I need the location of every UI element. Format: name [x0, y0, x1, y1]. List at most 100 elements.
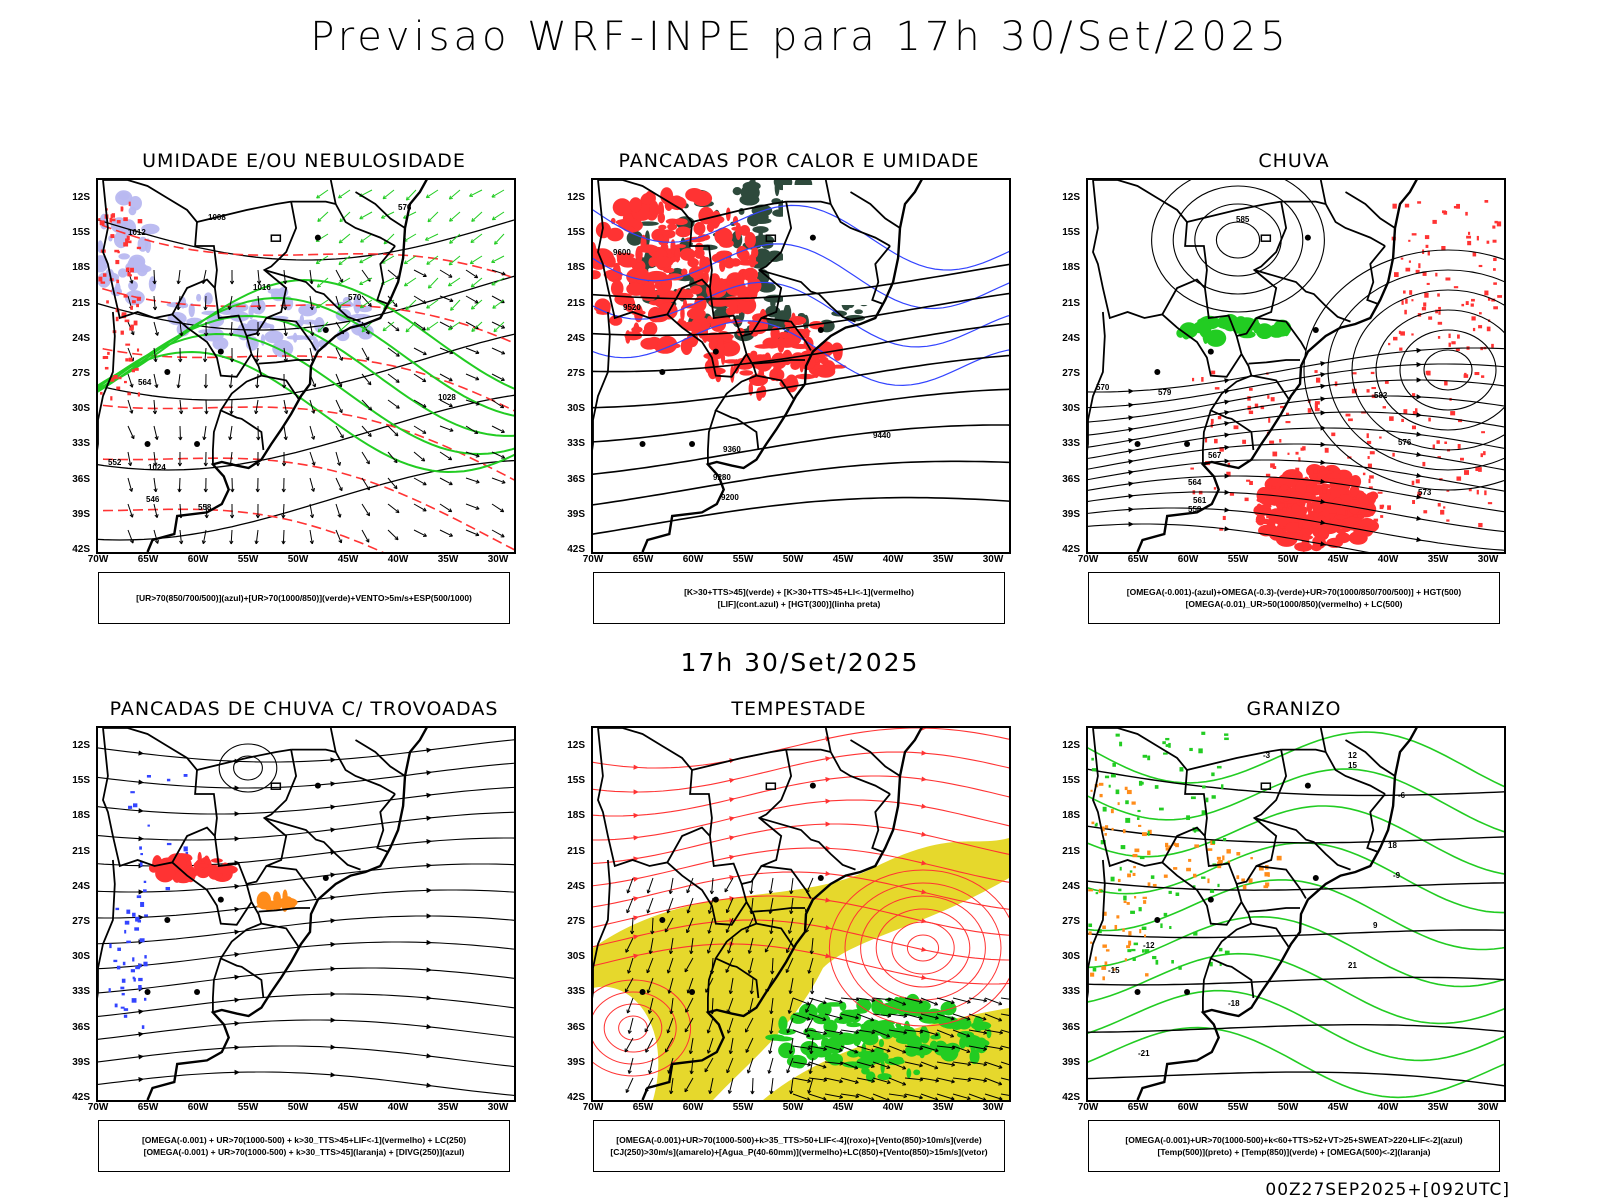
lon-tick-label: 30W — [982, 554, 1004, 565]
lat-tick-label: 27S — [1062, 916, 1080, 927]
lon-tick-label: 60W — [1177, 1102, 1199, 1113]
lon-tick-label: 45W — [1327, 1102, 1349, 1113]
lat-tick-label: 27S — [1062, 368, 1080, 379]
lat-tick-label: 24S — [72, 332, 90, 344]
lat-tick-label: 15S — [567, 775, 585, 787]
lat-tick-label: 18S — [567, 262, 585, 274]
lon-tick-label: 55W — [1227, 554, 1249, 565]
legend-line: [LIF](cont.azul) + [HGT(300)](linha pret… — [717, 599, 881, 609]
lat-tick-label: 12S — [1062, 740, 1080, 751]
map-panel-4: PANCADAS DE CHUVA C/ TROVOADAS 12S 15S 18S 2… — [56, 698, 552, 1198]
lat-tick-label: 15S — [567, 227, 585, 239]
legend-box: [OMEGA(-0.001)+UR>70(1000-500)+k<60+TTS>… — [1088, 1120, 1500, 1172]
lon-tick-label: 40W — [387, 554, 409, 565]
lon-tick-label: 65W — [1127, 554, 1149, 565]
contour-label: 15 — [1348, 761, 1357, 770]
lat-tick-label: 33S — [72, 438, 90, 450]
contour-label: 558 — [198, 503, 212, 512]
lat-tick-label: 21S — [1062, 845, 1080, 857]
lat-tick-label: 39S — [567, 1056, 585, 1068]
lat-tick-label: 27S — [72, 368, 90, 379]
lat-tick-label: 36S — [72, 473, 90, 485]
map-area: 1008101210161020102410285705765645525465… — [96, 178, 516, 554]
lon-tick-label: 55W — [732, 1102, 754, 1113]
panel-title: UMIDADE E/OU NEBULOSIDADE — [142, 150, 466, 172]
panel-title: TEMPESTADE — [731, 698, 867, 720]
lat-tick-label: 18S — [72, 810, 90, 822]
lon-tick-label: 50W — [1277, 554, 1299, 565]
legend-box: [UR>70(850/700/500)](azul)+[UR>70(1000/8… — [98, 572, 510, 624]
lat-tick-label: 39S — [72, 508, 90, 520]
lat-tick-label: 12S — [567, 740, 585, 751]
lon-tick-label: 65W — [632, 1102, 654, 1113]
legend-line: [OMEGA(-0.01)_UR>50(1000/850)(vermelho) … — [1185, 599, 1403, 609]
contour-label: 546 — [146, 495, 160, 504]
map-panel-1: UMIDADE E/OU NEBULOSIDADE 1008 1012 1016 102… — [56, 150, 552, 650]
contour-label: 576 — [398, 203, 412, 212]
panel-title: PANCADAS DE CHUVA C/ TROVOADAS — [109, 698, 499, 720]
lon-tick-label: 35W — [932, 1102, 954, 1113]
contour-label: 552 — [108, 458, 122, 467]
lon-tick-label: 60W — [187, 554, 209, 565]
contour-label: 585 — [1236, 215, 1250, 224]
lat-tick-label: 42S — [567, 544, 585, 555]
contour-label: -15 — [1108, 966, 1120, 975]
run-id: 00Z27SEP2025+[092UTC] — [1265, 1180, 1510, 1200]
legend-line: [OMEGA(-0.001)-(azul)+OMEGA(-0.3)-(verde… — [1126, 587, 1462, 597]
contour-label: 1012 — [128, 228, 146, 237]
lon-tick-label: 40W — [1377, 1102, 1399, 1113]
lat-tick-label: 12S — [72, 740, 90, 751]
main-title: Previsao WRF-INPE para 17h 30/Set/2025 — [310, 14, 1290, 60]
map-svg: 9600 9520 9440 9360 9280 9200 — [593, 180, 1009, 552]
lon-tick-label: 40W — [387, 1102, 409, 1113]
lon-tick-label: 70W — [1077, 554, 1099, 565]
lat-tick-label: 21S — [567, 845, 585, 857]
lon-tick-label: 65W — [137, 1102, 159, 1113]
lat-tick-label: 33S — [567, 438, 585, 450]
lon-tick-label: 30W — [487, 1102, 509, 1113]
lat-tick-label: 12S — [72, 192, 90, 203]
lon-tick-label: 65W — [1127, 1102, 1149, 1113]
lon-tick-label: 30W — [1477, 554, 1499, 565]
legend-box: [OMEGA(-0.001)-(azul)+OMEGA(-0.3)-(verde… — [1088, 572, 1500, 624]
map-svg — [593, 728, 1009, 1100]
lat-tick-label: 30S — [72, 403, 90, 415]
legend-line: [UR>70(850/700/500)](azul)+[UR>70(1000/8… — [136, 593, 472, 603]
lon-tick-label: 45W — [337, 1102, 359, 1113]
lat-tick-label: 12S — [1062, 192, 1080, 203]
lat-tick-label: 15S — [1062, 227, 1080, 239]
lat-tick-label: 21S — [72, 845, 90, 857]
contour-label: 21 — [1348, 961, 1357, 970]
lon-tick-label: 65W — [137, 554, 159, 565]
contour-label: 12 — [1348, 751, 1357, 760]
lat-tick-label: 39S — [567, 508, 585, 520]
lat-tick-label: 33S — [1062, 986, 1080, 998]
lon-tick-label: 45W — [337, 554, 359, 565]
contour-label: 570 — [348, 293, 362, 302]
lon-tick-label: 45W — [832, 554, 854, 565]
lat-tick-label: 36S — [567, 1021, 585, 1033]
lat-tick-label: 36S — [72, 1021, 90, 1033]
map-svg — [98, 728, 514, 1100]
lat-tick-label: 18S — [567, 810, 585, 822]
contour-label: 558 — [1188, 505, 1202, 514]
contour-label: 1016 — [253, 283, 271, 292]
lat-tick-label: 30S — [1062, 403, 1080, 415]
lon-tick-label: 35W — [437, 554, 459, 565]
contour-label: 9520 — [623, 303, 641, 312]
lat-tick-label: 36S — [1062, 473, 1080, 485]
contour-label: -6 — [1398, 791, 1406, 800]
legend-box: [OMEGA(-0.001) + UR>70(1000-500) + k>30_… — [98, 1120, 510, 1172]
contour-label: -3 — [1263, 751, 1271, 760]
legend-line: [OMEGA(-0.001) + UR>70(1000-500) + k>30_… — [141, 1135, 467, 1145]
map-panel-5: TEMPESTADE 12S 15S 18S 21S 24S 27S 30S 33S 36S 39S… — [551, 698, 1047, 1198]
lon-tick-label: 30W — [982, 1102, 1004, 1113]
lon-tick-label: 55W — [732, 554, 754, 565]
lat-tick-label: 18S — [72, 262, 90, 274]
lat-tick-label: 42S — [1062, 1092, 1080, 1103]
lon-tick-label: 70W — [582, 1102, 604, 1113]
lon-tick-label: 45W — [1327, 554, 1349, 565]
lat-tick-label: 21S — [1062, 297, 1080, 309]
